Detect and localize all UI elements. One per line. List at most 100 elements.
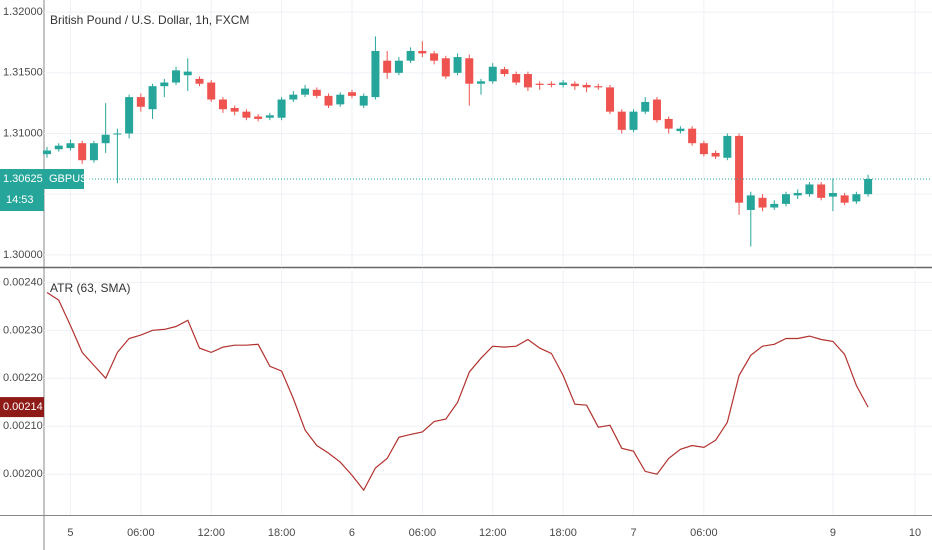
candle-body	[512, 74, 521, 83]
candle-body	[641, 101, 650, 112]
candle-body	[265, 115, 274, 118]
x-tick-label: 06:00	[409, 527, 437, 539]
candle-body	[852, 194, 861, 202]
y-tick-label: 0.00230	[3, 324, 43, 336]
candle-body	[148, 86, 157, 110]
x-tick-label: 18:00	[549, 527, 577, 539]
x-tick-label: 18:00	[268, 527, 296, 539]
candle-body	[770, 203, 779, 208]
candle-body	[652, 99, 661, 121]
candle-body	[711, 152, 720, 157]
candle-body	[113, 133, 122, 135]
candle-body	[383, 60, 392, 73]
candle-body	[477, 81, 486, 84]
y-tick-label: 0.00240	[3, 276, 43, 288]
candle-body	[570, 83, 579, 87]
candle-body	[242, 111, 251, 118]
candle-body	[805, 184, 814, 195]
chart-title: British Pound / U.S. Dollar, 1h, FXCM	[50, 13, 249, 27]
candle-body	[606, 87, 615, 112]
candle-body	[664, 118, 673, 129]
candle-body	[125, 97, 134, 134]
candle-body	[359, 95, 368, 106]
candle-body	[289, 94, 298, 100]
chart-title: ATR (63, SMA)	[50, 281, 130, 295]
candle-body	[66, 143, 75, 149]
candle-body	[676, 128, 685, 132]
candle-body	[254, 116, 263, 119]
candle-body	[453, 57, 462, 73]
candle-body	[89, 143, 98, 161]
x-tick-label: 5	[67, 527, 73, 539]
candle-body	[218, 99, 227, 110]
candle-body	[312, 89, 321, 96]
candle-body	[347, 92, 356, 96]
candle-body	[418, 50, 427, 54]
atr-line	[46, 291, 869, 492]
candle-body	[101, 134, 110, 144]
candle-body	[488, 66, 497, 82]
last-price-label: 1.30625	[3, 173, 43, 185]
candle-body	[523, 74, 532, 88]
candle-body	[183, 71, 192, 76]
candle-body	[441, 58, 450, 77]
candle-body	[43, 150, 51, 155]
candle-body	[840, 195, 849, 203]
candle-body	[817, 184, 826, 198]
candle-body	[735, 135, 744, 203]
y-tick-label: 1.31500	[3, 67, 43, 79]
candle-body	[465, 58, 474, 84]
y-tick-label: 0.00220	[3, 372, 43, 384]
x-tick-label: 06:00	[127, 527, 155, 539]
y-tick-label: 0.00210	[3, 420, 43, 432]
last-value-box	[0, 397, 44, 418]
candle-body	[629, 111, 638, 130]
candle-body	[828, 192, 837, 197]
last-price-box	[0, 169, 84, 190]
candle-body	[54, 145, 63, 150]
candle-body	[582, 84, 591, 88]
candle-body	[430, 53, 439, 61]
candle-body	[172, 70, 181, 83]
candle-body	[547, 83, 556, 85]
candle-body	[746, 195, 755, 210]
candle-body	[864, 179, 873, 195]
symbol-label: GBPUSD	[49, 173, 96, 185]
x-tick-label: 9	[830, 527, 836, 539]
candle-body	[688, 128, 697, 144]
x-tick-label: 06:00	[690, 527, 718, 539]
candle-body	[406, 50, 415, 61]
candle-body	[136, 97, 145, 107]
candle-body	[324, 95, 333, 106]
candle-body	[277, 99, 286, 118]
x-tick-label: 12:00	[479, 527, 507, 539]
candle-body	[160, 82, 169, 87]
x-tick-label: 10	[909, 527, 921, 539]
candle-body	[617, 111, 626, 130]
candle-body	[371, 50, 380, 98]
y-tick-label: 1.30000	[3, 249, 43, 261]
candle-body	[301, 88, 310, 95]
candle-body	[230, 108, 239, 112]
candle-body	[699, 143, 708, 155]
candle-body	[500, 69, 509, 75]
candle-body	[758, 197, 767, 208]
candle-body	[559, 82, 568, 85]
candle-body	[195, 78, 204, 84]
last-value-label: 0.00214	[3, 401, 43, 413]
x-tick-label: 6	[349, 527, 355, 539]
candle-body	[207, 82, 216, 100]
y-tick-label: 1.31000	[3, 127, 43, 139]
countdown-label: 14:53	[6, 194, 34, 206]
candle-body	[793, 192, 802, 196]
x-tick-label: 7	[630, 527, 636, 539]
x-tick-label: 12:00	[197, 527, 225, 539]
y-tick-label: 0.00200	[3, 468, 43, 480]
candle-body	[336, 94, 345, 105]
countdown-box	[0, 189, 44, 212]
candle-body	[78, 143, 87, 161]
candle-body	[394, 60, 403, 73]
y-tick-label: 1.32000	[3, 6, 43, 18]
